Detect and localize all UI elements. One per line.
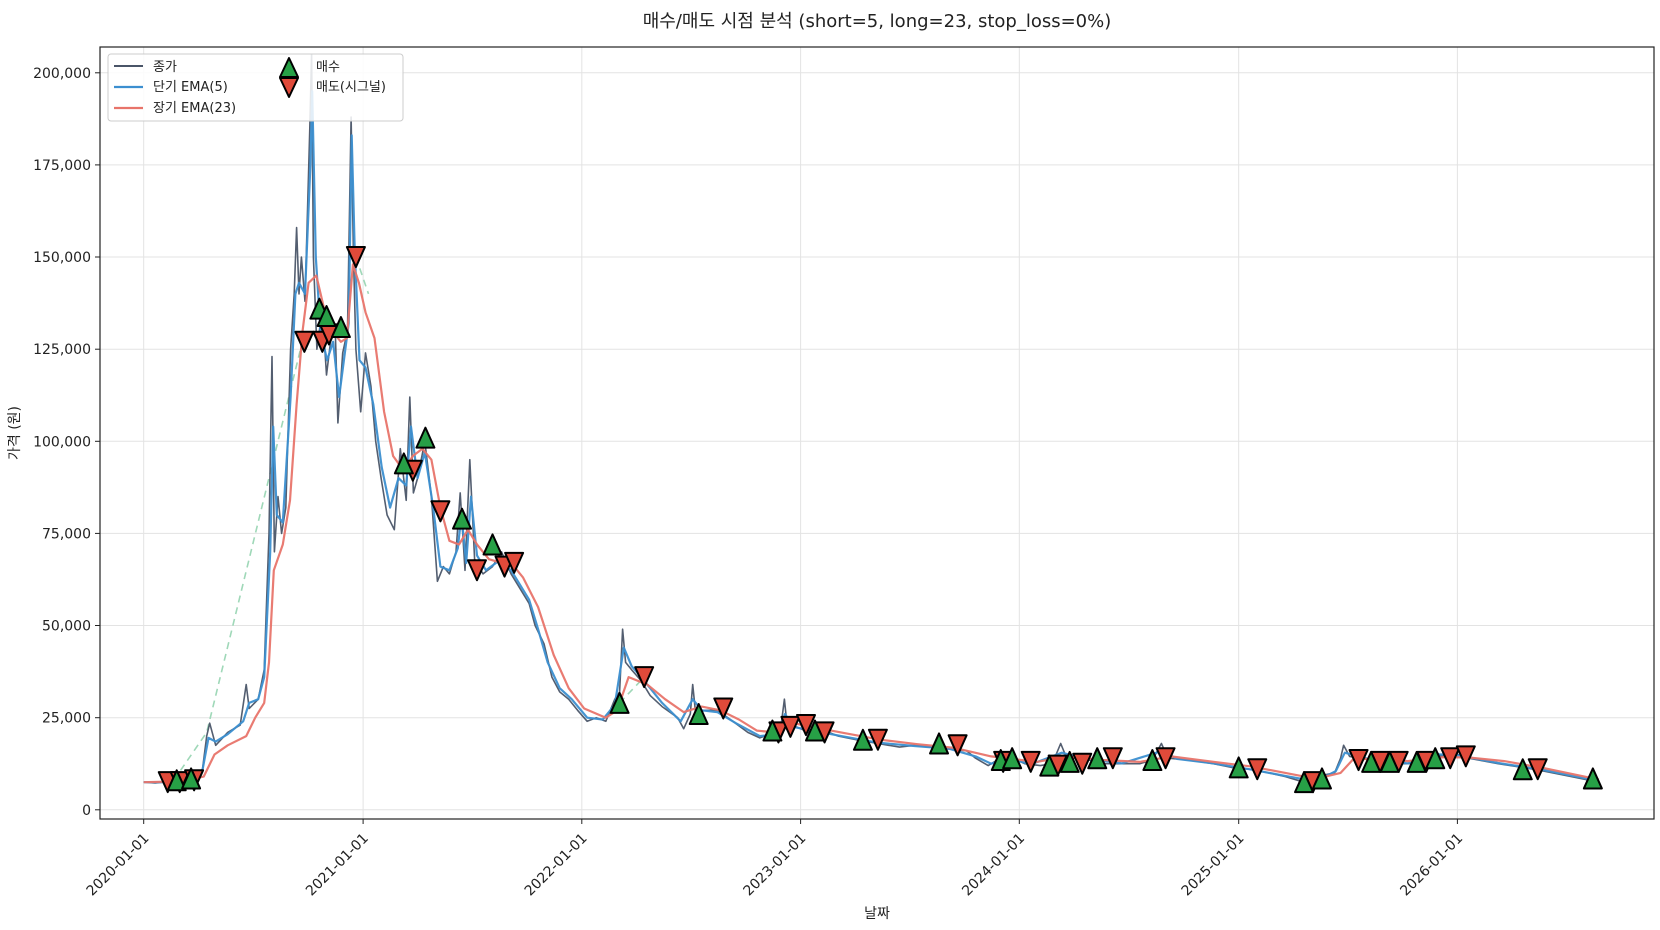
y-tick-label: 125,000: [33, 342, 91, 358]
legend-label-sell: 매도(시그널): [316, 80, 386, 95]
grid-lines: [100, 47, 1654, 819]
y-tick-label: 75,000: [42, 526, 91, 542]
legend-label-ema-long: 장기 EMA(23): [153, 101, 236, 116]
buy-marker: [1379, 750, 1400, 773]
legend-swatch-sell: [279, 77, 299, 98]
x-tick-label: 2021-01-01: [303, 831, 372, 900]
buy-marker: [393, 452, 414, 475]
sell-marker: [947, 734, 968, 757]
buy-marker: [330, 316, 351, 339]
legend-label-close: 종가: [153, 60, 177, 75]
legend: 종가 단기 EMA(5) 장기 EMA(23) 매수 매도(시그널): [107, 53, 404, 122]
sell-marker: [504, 551, 525, 574]
sell-marker: [345, 246, 366, 269]
buy-marker: [1087, 747, 1108, 770]
sell-marker: [795, 714, 816, 737]
sell-marker: [1455, 745, 1476, 768]
trade-connector-line: [173, 345, 303, 781]
buy-marker: [1361, 750, 1382, 773]
legend-box: [107, 53, 404, 122]
sell-marker: [430, 500, 451, 523]
buy-marker: [1512, 758, 1533, 781]
buy-marker: [929, 732, 950, 755]
buy-marker: [852, 728, 873, 751]
buy-marker: [166, 769, 187, 792]
buy-marker: [1406, 750, 1427, 773]
buy-marker: [482, 533, 503, 556]
series-line-ema-long: [143, 263, 1600, 784]
buy-marker: [415, 426, 436, 449]
sell-marker: [1102, 747, 1123, 770]
y-tick-label: 150,000: [33, 250, 91, 266]
x-axis-title: 날짜: [864, 906, 890, 922]
y-tick-label: 25,000: [42, 711, 91, 727]
x-tick-label: 2023-01-01: [741, 831, 810, 900]
chart-title: 매수/매도 시점 분석 (short=5, long=23, stop_loss…: [643, 11, 1112, 32]
sell-marker: [294, 330, 315, 353]
x-tick-label: 2020-01-01: [84, 831, 153, 900]
buy-marker: [181, 767, 202, 790]
legend-label-ema-short: 단기 EMA(5): [153, 80, 228, 95]
buy-marker: [609, 691, 630, 714]
buy-marker: [688, 702, 709, 725]
legend-label-buy: 매수: [316, 60, 340, 75]
signal-markers: [157, 246, 1603, 794]
buy-marker: [1002, 747, 1023, 770]
y-tick-label: 0: [82, 803, 91, 819]
series-line-ema-short: [143, 90, 1600, 784]
buy-marker: [1142, 749, 1163, 772]
series-line-close: [143, 53, 1599, 784]
sell-marker: [634, 666, 655, 689]
sell-marker: [1247, 758, 1268, 781]
sell-marker: [713, 697, 734, 720]
sell-marker: [867, 728, 888, 751]
buy-marker: [1311, 767, 1332, 790]
sell-marker: [1348, 749, 1369, 772]
sell-marker: [1527, 758, 1548, 781]
y-axis-title: 가격 (원): [7, 406, 23, 460]
sell-marker: [1072, 752, 1093, 775]
x-tick-label: 2022-01-01: [522, 831, 591, 900]
buy-marker: [762, 719, 783, 742]
sell-marker: [466, 559, 487, 582]
sell-marker: [1440, 747, 1461, 770]
buy-marker: [1039, 754, 1060, 777]
y-tick-label: 175,000: [33, 158, 91, 174]
buy-marker: [804, 719, 825, 742]
x-tick-label: 2025-01-01: [1179, 831, 1248, 900]
y-tick-label: 100,000: [33, 434, 91, 450]
y-tick-label: 200,000: [33, 66, 91, 82]
buy-marker: [316, 305, 337, 328]
y-tick-label: 50,000: [42, 619, 91, 635]
x-tick-label: 2024-01-01: [959, 831, 1028, 900]
buy-marker: [1059, 750, 1080, 773]
buy-marker: [451, 507, 472, 530]
x-axis-ticks: 2020-01-01 2021-01-01 2022-01-01 2023-01-01…: [84, 819, 1466, 900]
sell-marker: [1020, 750, 1041, 773]
buy-marker: [1294, 771, 1315, 794]
sell-marker: [780, 715, 801, 738]
series-lines: [143, 53, 1600, 784]
buy-marker: [1582, 767, 1603, 790]
plot-frame: [99, 46, 1655, 820]
y-axis-ticks: 0 25,000 50,000 75,000 100,000 125,000 150,000…: [33, 66, 100, 819]
x-tick-label: 2026-01-01: [1397, 831, 1466, 900]
buy-marker: [1425, 747, 1446, 770]
buy-marker: [1228, 756, 1249, 779]
sell-marker: [1155, 747, 1176, 770]
